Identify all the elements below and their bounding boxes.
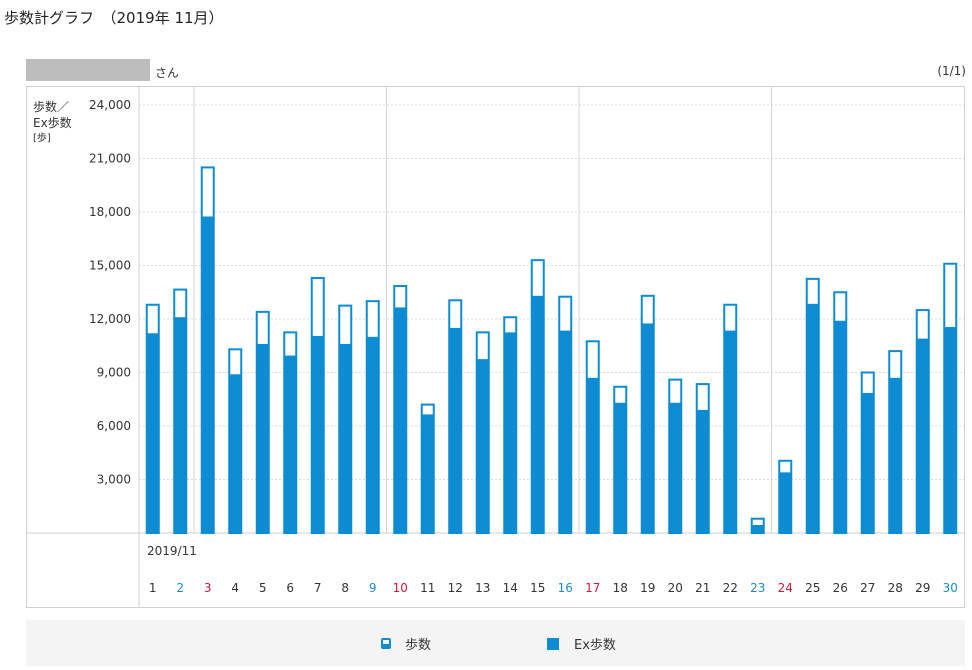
bar-ex-steps [586,377,599,533]
x-tick-label: 7 [314,581,322,595]
bar-ex-steps [284,355,297,533]
x-tick-label: 13 [475,581,490,595]
bar-ex-steps [559,330,572,533]
page-title: 歩数計グラフ （2019年 11月） [4,9,224,27]
bar-ex-steps [311,335,324,533]
bar-ex-steps [201,216,214,534]
bar-ex-steps [531,295,544,533]
x-tick-label: 25 [805,581,820,595]
y-tick-label: 6,000 [97,419,131,433]
grid-lines [27,87,964,607]
x-tick-label: 9 [369,581,377,595]
x-month-label: 2019/11 [147,544,197,558]
bar-ex-steps [476,359,489,533]
x-tick-label: 29 [915,581,930,595]
x-tick-label: 19 [640,581,655,595]
x-tick-label: 27 [860,581,875,595]
bar-ex-steps [421,414,434,533]
x-tick-label: 17 [585,581,600,595]
bar-ex-steps [614,402,627,533]
bar-ex-steps [256,343,269,533]
x-tick-label: 8 [341,581,349,595]
x-tick-label: 21 [695,581,710,595]
x-tick-label: 23 [750,581,765,595]
legend-ex-steps-label: Ex歩数 [574,638,616,653]
y-tick-label: 3,000 [97,473,131,487]
x-tick-label: 6 [286,581,294,595]
y-axis-label: [歩] [33,131,51,144]
x-tick-label: 12 [448,581,463,595]
step-chart: 3,000 6,000 9,000 12,000 15,000 18,000 21,000 2… [27,87,964,607]
y-tick-label: 21,000 [89,152,131,166]
bar-ex-steps [751,524,764,533]
x-tick-label: 11 [420,581,435,595]
bar-ex-steps [394,307,407,533]
legend-item-ex-steps: Ex歩数 [547,634,616,653]
x-tick-label: 5 [259,581,267,595]
x-tick-label: 24 [778,581,793,595]
chart-frame: 3,000 6,000 9,000 12,000 15,000 18,000 21,000 2… [26,86,965,608]
x-tick-label: 3 [204,581,212,595]
bar-ex-steps [146,333,159,533]
x-axis: 2019/111 2 3 4 5 6 7 8 9 10 11 12 13 14 15 16 17 18 19 20 21… [147,544,958,595]
x-tick-label: 30 [943,581,958,595]
x-tick-label: 16 [558,581,573,595]
bar-ex-steps [944,327,957,533]
y-axis-label: Ex歩数 [33,115,72,130]
x-tick-label: 28 [888,581,903,595]
bar-ex-steps [861,393,874,533]
legend-steps-label: 歩数 [405,638,432,653]
user-name-redacted [26,59,150,81]
x-tick-label: 20 [668,581,683,595]
bar-ex-steps [641,323,654,533]
y-axis-label: 歩数／ [33,99,69,114]
bar-ex-steps [889,377,902,533]
bar-ex-steps [806,303,819,533]
bar-ex-steps [669,402,682,533]
bar-ex-steps [366,336,379,533]
bars [145,166,958,535]
x-tick-label: 26 [833,581,848,595]
user-name-suffix: さん [155,66,180,80]
bar-ex-steps [916,338,929,533]
y-axis: 3,000 6,000 9,000 12,000 15,000 18,000 21,000 2… [33,98,131,487]
x-tick-label: 4 [231,581,239,595]
bar-ex-steps [834,320,847,533]
y-tick-label: 9,000 [97,366,131,380]
page-count: (1/1) [937,64,966,78]
bar-ex-steps [174,317,187,533]
bar-ex-steps [724,330,737,533]
x-tick-label: 22 [723,581,738,595]
bar-ex-steps [449,327,462,533]
legend-ex-steps-swatch-icon [547,637,559,650]
x-tick-label: 14 [503,581,518,595]
x-tick-label: 18 [613,581,628,595]
y-tick-label: 15,000 [89,259,131,273]
legend-item-steps: 歩数 [381,634,431,653]
x-tick-label: 15 [530,581,545,595]
bar-ex-steps [779,472,792,533]
bar-ex-steps [229,374,242,533]
chart-legend: 歩数 Ex歩数 [26,620,965,666]
y-tick-label: 18,000 [89,205,131,219]
y-tick-label: 24,000 [89,98,131,112]
bar-ex-steps [696,409,709,533]
bar-ex-steps [504,332,517,533]
x-tick-label: 10 [393,581,408,595]
y-tick-label: 12,000 [89,312,131,326]
x-tick-label: 1 [149,581,157,595]
legend-steps-swatch-icon [381,638,391,649]
x-tick-label: 2 [176,581,184,595]
bar-ex-steps [339,343,352,533]
